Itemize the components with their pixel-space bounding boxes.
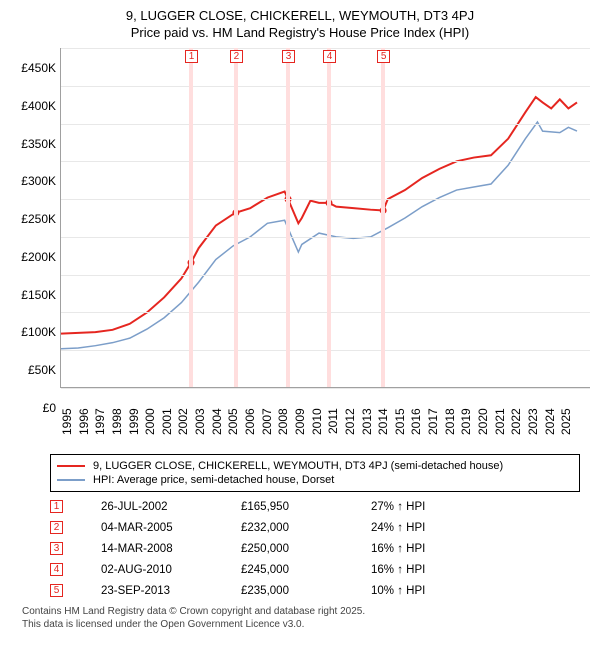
transaction-delta: 24% ↑ HPI [371,522,471,534]
transaction-delta: 16% ↑ HPI [371,564,471,576]
x-tick-label: 2015 [393,408,410,448]
x-tick-label: 2012 [343,408,360,448]
chart-area: £0£50K£100K£150K£200K£250K£300K£350K£400… [10,48,590,408]
legend-item: HPI: Average price, semi-detached house,… [57,473,573,487]
chart-marker: 3 [282,50,295,63]
transaction-date: 26-JUL-2002 [101,501,241,513]
x-tick-label: 2024 [543,408,560,448]
x-tick-label: 2019 [459,408,476,448]
x-tick-label: 1998 [110,408,127,448]
x-tick-label: 1996 [77,408,94,448]
transaction-date: 23-SEP-2013 [101,585,241,597]
transaction-date: 04-MAR-2005 [101,522,241,534]
plot-area: 1 2 3 4 5 [60,48,590,388]
x-tick-label: 2017 [426,408,443,448]
x-tick-label: 2006 [243,408,260,448]
legend: 9, LUGGER CLOSE, CHICKERELL, WEYMOUTH, D… [50,454,580,492]
y-tick-label: £100K [21,325,56,339]
transactions-table: 1 26-JUL-2002£165,95027% ↑ HPI 2 04-MAR-200… [50,496,580,601]
y-tick-label: £200K [21,250,56,264]
x-tick-label: 2000 [143,408,160,448]
transaction-row: 3 14-MAR-2008£250,00016% ↑ HPI [50,538,580,559]
x-tick-label: 2022 [509,408,526,448]
x-tick-label: 2001 [160,408,177,448]
x-tick-label: 2003 [193,408,210,448]
legend-swatch [57,465,85,467]
transaction-row: 4 02-AUG-2010£245,00016% ↑ HPI [50,559,580,580]
transaction-date: 14-MAR-2008 [101,543,241,555]
x-tick-label: 1997 [93,408,110,448]
x-axis: 1995199619971998199920002001200220032004… [60,408,576,448]
transaction-price: £165,950 [241,501,371,513]
transaction-marker: 3 [50,542,63,555]
transaction-marker: 2 [50,521,63,534]
legend-label: HPI: Average price, semi-detached house,… [93,474,334,486]
y-tick-label: £350K [21,137,56,151]
chart-marker: 2 [230,50,243,63]
transaction-price: £232,000 [241,522,371,534]
transaction-delta: 27% ↑ HPI [371,501,471,513]
transaction-row: 1 26-JUL-2002£165,95027% ↑ HPI [50,496,580,517]
x-tick-label: 2008 [276,408,293,448]
x-tick-label: 2010 [310,408,327,448]
chart-title: 9, LUGGER CLOSE, CHICKERELL, WEYMOUTH, D… [10,8,590,23]
x-tick-label: 1999 [127,408,144,448]
chart-svg [61,48,577,388]
transaction-marker: 1 [50,500,63,513]
y-tick-label: £300K [21,174,56,188]
chart-marker: 5 [377,50,390,63]
x-tick-label: 2025 [559,408,576,448]
transaction-marker: 4 [50,563,63,576]
x-tick-label: 2013 [360,408,377,448]
x-tick-label: 2009 [293,408,310,448]
x-tick-label: 1995 [60,408,77,448]
chart-marker: 4 [323,50,336,63]
x-tick-label: 2023 [526,408,543,448]
y-tick-label: £450K [21,61,56,75]
transaction-delta: 10% ↑ HPI [371,585,471,597]
y-tick-label: £0 [43,401,56,415]
y-tick-label: £150K [21,288,56,302]
x-tick-label: 2011 [326,408,343,448]
x-tick-label: 2016 [409,408,426,448]
transaction-price: £235,000 [241,585,371,597]
x-tick-label: 2021 [493,408,510,448]
chart-container: 9, LUGGER CLOSE, CHICKERELL, WEYMOUTH, D… [0,0,600,639]
transaction-delta: 16% ↑ HPI [371,543,471,555]
y-tick-label: £250K [21,212,56,226]
transaction-row: 2 04-MAR-2005£232,00024% ↑ HPI [50,517,580,538]
x-tick-label: 2007 [260,408,277,448]
legend-swatch [57,479,85,481]
x-tick-label: 2014 [376,408,393,448]
y-axis: £0£50K£100K£150K£200K£250K£300K£350K£400… [10,48,60,408]
transaction-marker: 5 [50,584,63,597]
transaction-date: 02-AUG-2010 [101,564,241,576]
legend-label: 9, LUGGER CLOSE, CHICKERELL, WEYMOUTH, D… [93,460,503,472]
transaction-price: £250,000 [241,543,371,555]
footnote: Contains HM Land Registry data © Crown c… [22,605,580,631]
x-tick-label: 2018 [443,408,460,448]
chart-marker: 1 [185,50,198,63]
transaction-price: £245,000 [241,564,371,576]
y-tick-label: £50K [28,363,56,377]
y-tick-label: £400K [21,99,56,113]
x-tick-label: 2020 [476,408,493,448]
chart-subtitle: Price paid vs. HM Land Registry's House … [10,25,590,40]
transaction-row: 5 23-SEP-2013£235,00010% ↑ HPI [50,580,580,601]
x-tick-label: 2002 [176,408,193,448]
legend-item: 9, LUGGER CLOSE, CHICKERELL, WEYMOUTH, D… [57,459,573,473]
x-tick-label: 2004 [210,408,227,448]
x-tick-label: 2005 [226,408,243,448]
